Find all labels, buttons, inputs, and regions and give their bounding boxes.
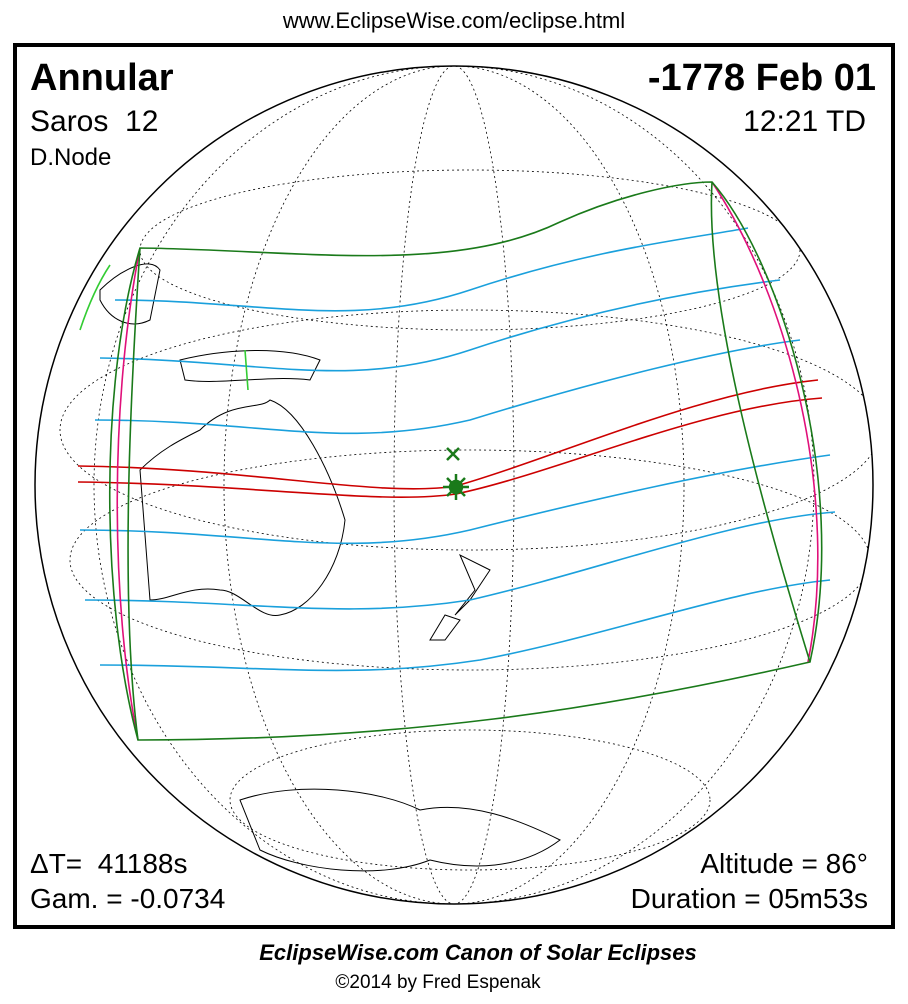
- delta-t: ΔT= 41188s: [30, 848, 188, 879]
- url: www.EclipseWise.com/eclipse.html: [282, 8, 625, 33]
- gamma: Gam. = -0.0734: [30, 883, 225, 914]
- globe-outline: [34, 65, 874, 905]
- footer-credit: ©2014 by Fred Espenak: [335, 972, 541, 993]
- coastlines: [99, 263, 561, 872]
- footer-title: EclipseWise.com Canon of Solar Eclipses: [259, 940, 697, 965]
- duration: Duration = 05m53s: [631, 883, 868, 914]
- eclipse-type: Annular: [30, 57, 174, 99]
- eclipse-path: [77, 99, 836, 741]
- saros: Saros 12: [30, 105, 158, 138]
- globe: [59, 66, 873, 904]
- node: D.Node: [30, 144, 111, 171]
- date: -1778 Feb 01: [648, 57, 876, 99]
- altitude: Altitude = 86°: [700, 848, 868, 879]
- sun-marker: [443, 447, 469, 500]
- time: 12:21 TD: [743, 105, 866, 138]
- frame: [13, 43, 895, 929]
